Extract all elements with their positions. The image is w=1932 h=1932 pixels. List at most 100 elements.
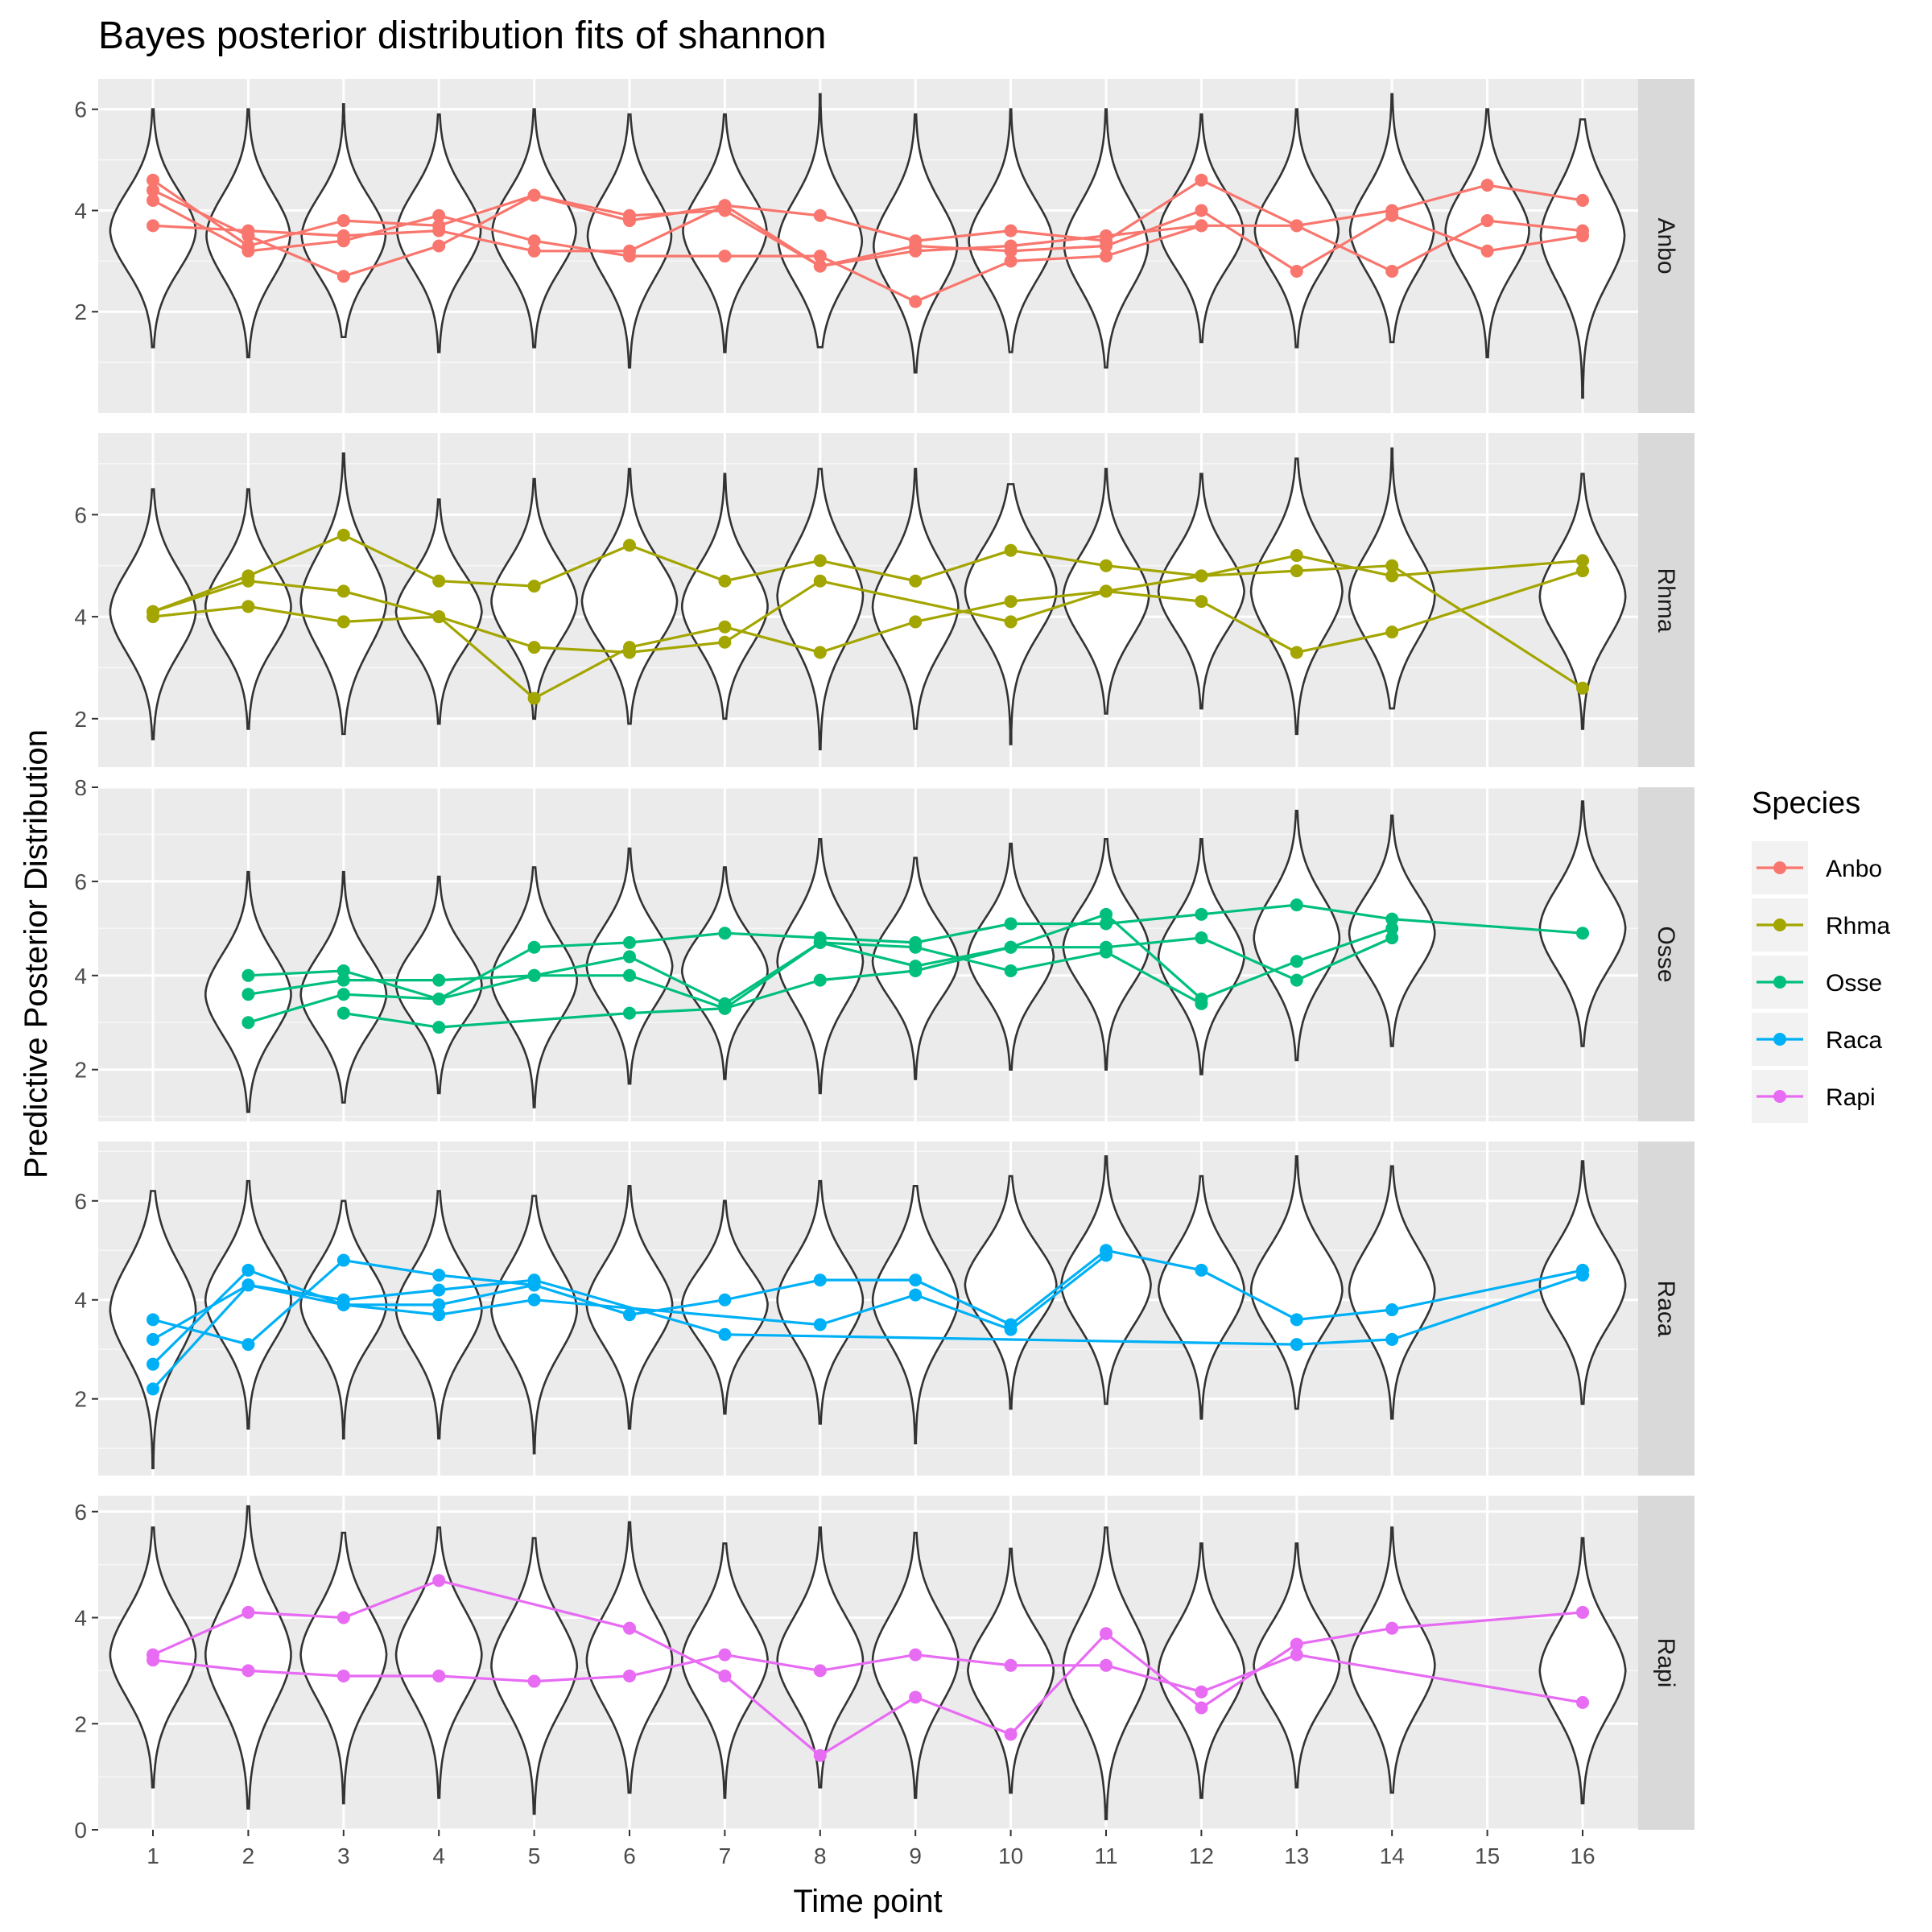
x-tick-label: 13 <box>1284 1843 1309 1868</box>
data-point <box>336 615 350 629</box>
data-point <box>718 1327 732 1341</box>
data-point <box>813 554 827 568</box>
data-point <box>527 1274 541 1287</box>
x-tick-label: 3 <box>337 1843 350 1868</box>
data-point <box>1100 907 1113 921</box>
y-tick-label: 6 <box>74 97 87 122</box>
violin <box>871 1531 960 1799</box>
data-point <box>1385 559 1399 572</box>
panel-anbo: 2 4 6 Anbo <box>74 79 1695 413</box>
data-point <box>1004 1728 1018 1741</box>
data-point <box>1290 564 1303 578</box>
data-point <box>242 224 255 237</box>
data-point <box>336 214 350 228</box>
data-point <box>527 244 541 258</box>
data-point <box>432 1298 446 1311</box>
violin <box>1249 1155 1344 1410</box>
data-point <box>432 574 446 588</box>
x-tick-label: 11 <box>1094 1843 1117 1868</box>
data-point <box>1290 1637 1303 1651</box>
legend-key-point <box>1773 861 1786 874</box>
panel-raca: 2 4 6 Raca <box>74 1141 1695 1476</box>
data-point <box>813 1318 827 1331</box>
data-point <box>1385 264 1399 278</box>
legend-entry-label: Osse <box>1826 970 1882 997</box>
violin <box>1538 473 1627 730</box>
data-point <box>1195 1685 1208 1699</box>
x-tick-label: 7 <box>719 1843 732 1868</box>
data-point <box>623 208 636 222</box>
y-tick-label: 2 <box>74 299 87 324</box>
data-point <box>1100 229 1113 242</box>
data-point <box>718 1648 732 1662</box>
facet-strip-label: Rapi <box>1653 1638 1679 1688</box>
data-point <box>1100 917 1113 931</box>
facet-strip <box>1638 1141 1695 1476</box>
violin <box>490 866 579 1108</box>
data-point <box>909 964 923 977</box>
data-point <box>242 1016 255 1030</box>
data-point <box>1004 917 1018 931</box>
data-point <box>336 973 350 987</box>
data-point <box>813 646 827 659</box>
data-point <box>336 584 350 598</box>
data-point <box>1480 244 1494 258</box>
data-point <box>1290 264 1303 278</box>
legend: Species Anbo Rhma Osse Raca Rapi <box>1752 786 1900 1127</box>
data-point <box>1576 681 1589 695</box>
data-point <box>1100 1249 1113 1262</box>
violin <box>394 1526 483 1799</box>
data-point <box>623 539 636 552</box>
data-point <box>242 600 255 613</box>
data-point <box>1100 239 1113 253</box>
x-axis-title: Time point <box>793 1884 942 1919</box>
data-point <box>623 641 636 654</box>
data-point <box>432 239 446 253</box>
data-point <box>432 1269 446 1282</box>
data-point <box>1290 1313 1303 1327</box>
data-point <box>242 1278 255 1292</box>
data-point <box>623 1308 636 1322</box>
violin <box>299 1199 388 1440</box>
data-point <box>623 935 636 949</box>
data-point <box>1004 1323 1018 1336</box>
data-point <box>336 528 350 542</box>
data-point <box>527 188 541 202</box>
legend-entry-label: Anbo <box>1826 856 1882 882</box>
facet-strip <box>1638 1496 1695 1830</box>
data-point <box>147 610 159 624</box>
series-line <box>248 903 1583 1001</box>
legend-key-point <box>1773 919 1786 931</box>
data-point <box>336 270 350 283</box>
panel-osse: 2 4 6 8 Osse <box>74 775 1695 1121</box>
series-line <box>152 1579 1583 1757</box>
data-point <box>1480 214 1494 228</box>
data-point <box>718 620 732 634</box>
data-point <box>336 229 350 242</box>
data-point <box>623 244 636 258</box>
violin <box>871 468 960 730</box>
legend-entry-label: Rapi <box>1826 1084 1876 1111</box>
violin <box>1253 809 1341 1062</box>
data-point <box>147 1332 159 1346</box>
facet-strip-label: Osse <box>1653 926 1679 982</box>
data-point <box>1576 193 1589 207</box>
facet-strip-label: Raca <box>1653 1280 1679 1336</box>
y-tick-label: 2 <box>74 707 87 732</box>
data-point <box>623 1669 636 1682</box>
violin <box>109 1190 197 1470</box>
data-point <box>432 993 446 1006</box>
y-tick-label: 8 <box>74 775 87 800</box>
data-point <box>813 1748 827 1762</box>
violin <box>490 477 579 720</box>
data-point <box>432 1021 446 1034</box>
data-point <box>242 1263 255 1277</box>
facet-strip <box>1638 787 1695 1121</box>
violin <box>682 113 768 353</box>
data-point <box>432 208 446 222</box>
data-point <box>1290 549 1303 563</box>
x-tick-label: 10 <box>998 1843 1023 1868</box>
data-point <box>1576 1269 1589 1282</box>
x-tick-label: 1 <box>147 1843 159 1868</box>
